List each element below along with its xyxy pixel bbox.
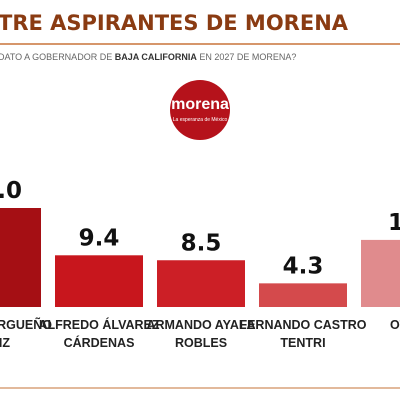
value-label: 4.3 [283, 253, 324, 279]
subtitle: DATO A GOBERNADOR DE BAJA CALIFORNIA EN … [0, 52, 296, 62]
value-label: 9.4 [79, 225, 120, 251]
category-label: OT [390, 318, 400, 332]
logo-name: morena [171, 96, 229, 113]
bar [361, 239, 400, 307]
value-label: .0 [0, 178, 22, 204]
category-label: URGUEÑO [0, 317, 52, 332]
logo-tagline: La esperanza de México [173, 117, 228, 123]
value-label: 12 [388, 210, 400, 236]
subtitle-part: EN 2027 DE MORENA? [197, 52, 297, 62]
category-label: IZ [0, 336, 10, 350]
category-label: FERNANDO CASTRO [239, 318, 366, 332]
category-label: TENTRI [280, 336, 325, 350]
category-label: ROBLES [175, 336, 227, 350]
chart-title: TRE ASPIRANTES DE MORENA [0, 11, 349, 35]
subtitle-part: DATO A GOBERNADOR DE [0, 52, 115, 62]
bar [55, 255, 143, 307]
subtitle-part: BAJA CALIFORNIA [115, 52, 198, 62]
value-label: 8.5 [181, 230, 222, 256]
logo [170, 80, 230, 140]
category-label: CÁRDENAS [64, 335, 135, 350]
bar [259, 283, 347, 307]
bar [0, 208, 41, 307]
category-label: ALFREDO ÁLVAREZ [38, 317, 159, 332]
bar [157, 260, 245, 307]
category-label: ARMANDO AYALA [146, 318, 255, 332]
